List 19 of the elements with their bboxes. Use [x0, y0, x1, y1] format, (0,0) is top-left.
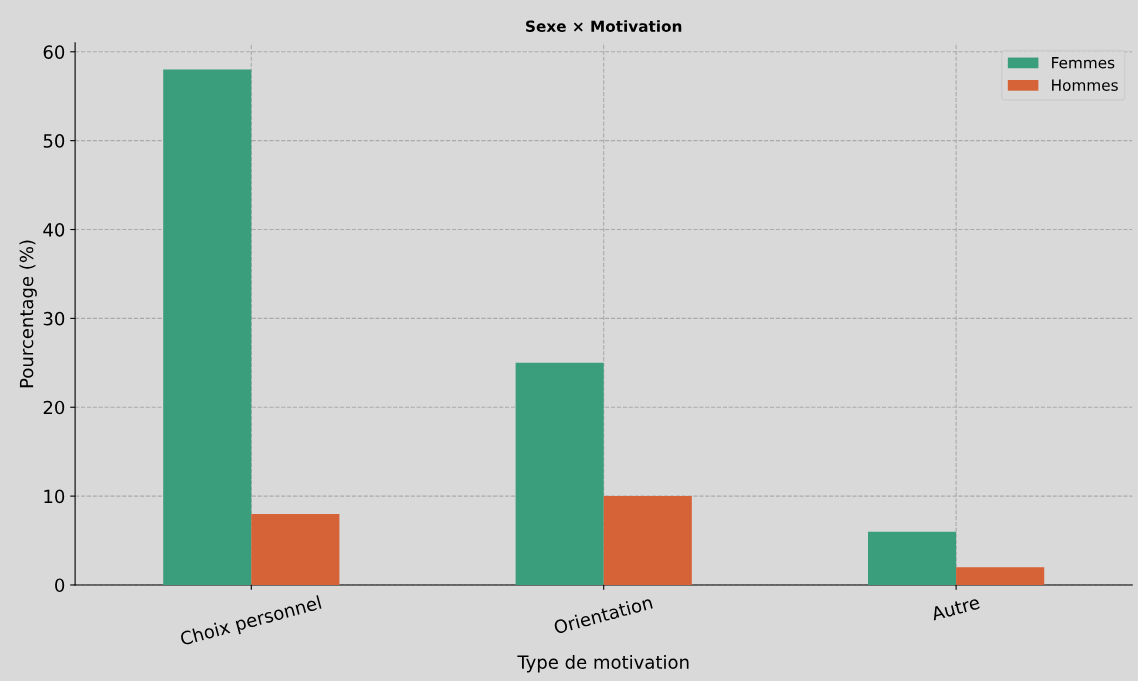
y-tick-label: 50 — [43, 134, 65, 148]
x-axis-title: Type de motivation — [517, 654, 689, 673]
bar — [515, 362, 604, 585]
bar — [163, 69, 252, 585]
legend-label: Hommes — [1052, 79, 1118, 91]
x-tick-label: Autre — [930, 595, 981, 621]
y-axis-title: Pourcentage (%) — [19, 240, 37, 388]
y-tick-label: 0 — [55, 578, 65, 593]
y-tick-label: 20 — [43, 400, 65, 415]
bar — [868, 531, 957, 585]
bar — [603, 496, 692, 585]
y-tick-label: 40 — [43, 222, 65, 237]
chart-title: Sexe × Motivation — [526, 20, 682, 33]
legend-label: Femmes — [1052, 57, 1115, 69]
y-tick-label: 60 — [43, 45, 65, 59]
bar — [251, 513, 340, 585]
y-tick-label: 30 — [43, 311, 65, 326]
bar — [956, 567, 1045, 585]
y-tick-label: 10 — [44, 489, 65, 504]
